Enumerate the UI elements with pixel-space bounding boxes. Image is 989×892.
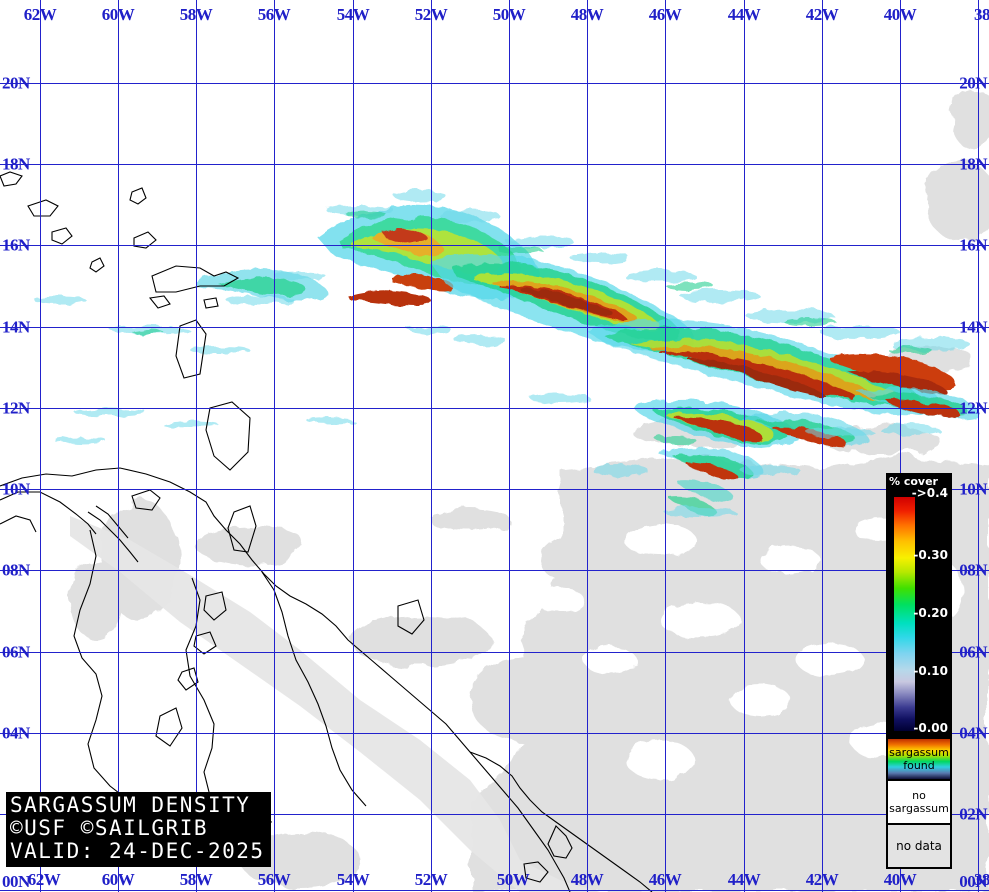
lon-label-bottom-7: 48W [570,870,604,889]
lat-label-right-5: 10N [959,479,987,499]
legend-swatch-sargassum-found-line1: sargassum [889,746,949,759]
lat-label-right-7: 06N [959,642,987,662]
corner-label-bottom-left: 00N [2,872,30,891]
lon-label-bottom-8: 46W [648,870,682,889]
legend-panel: % cover ->0.4 -0.30 -0.20 -0.10 -0.00 sa… [886,473,952,869]
lat-label-right-4: 12N [959,398,987,418]
lat-label-right-3: 14N [959,317,987,337]
lon-label-bottom-10: 42W [805,870,839,889]
lon-label-top-9: 44W [727,5,761,24]
lon-label-top-4: 54W [336,5,370,24]
lat-label-left-2: 16N [2,235,30,255]
corner-label-bottom-right: 00N [959,872,987,891]
lat-label-left-6: 08N [2,560,30,580]
lon-label-bottom-5: 52W [414,870,448,889]
legend-swatch-no-data: no data [888,823,950,867]
lon-label-top-2: 58W [179,5,213,24]
lat-label-left-4: 12N [2,398,30,418]
lon-label-bottom-11: 40W [883,870,917,889]
lon-label-top-6: 50W [492,5,526,24]
sargassum-density-field [34,190,979,517]
lon-label-top-1: 60W [101,5,135,24]
colorbar-title: % cover [889,475,938,488]
lon-label-top-8: 46W [648,5,682,24]
lon-label-bottom-1: 60W [101,870,135,889]
lat-label-left-0: 20N [2,73,30,93]
lon-label-top-7: 48W [570,5,604,24]
lon-label-bottom-12: 38 [974,870,989,889]
lon-label-top-5: 52W [414,5,448,24]
title-product: SARGASSUM DENSITY [10,793,251,817]
lat-label-left-7: 06N [2,642,30,662]
lat-label-right-1: 18N [959,154,987,174]
legend-swatch-no-data-label: no data [896,838,942,853]
title-valid: VALID: 24-DEC-2025 [10,839,265,863]
lon-label-bottom-4: 54W [336,870,370,889]
lat-label-left-1: 18N [2,154,30,174]
lat-label-left-3: 14N [2,317,30,337]
lon-label-top-0: 62W [23,5,57,24]
title-block: SARGASSUM DENSITY ©USF ©SAILGRIB VALID: … [6,792,271,867]
legend-swatch-sargassum-found-line2: found [903,759,935,772]
lon-label-bottom-0: 62W [27,870,61,889]
shelf-shading [70,516,600,892]
colorbar-tick-0.00: -0.00 [913,721,948,735]
legend-swatch-no-sargassum: no sargassum [888,779,950,823]
lat-label-right-0: 20N [959,73,987,93]
colorbar-over-label: ->0.4 [911,486,948,500]
legend-swatch-no-sargassum-line2: sargassum [889,802,949,815]
lat-label-right-9: 02N [959,804,987,824]
legend-swatch-sargassum-found: sargassum found [888,737,950,779]
colorbar-container: % cover ->0.4 -0.30 -0.20 -0.10 -0.00 [888,475,950,737]
lon-label-top-10: 42W [805,5,839,24]
lon-label-bottom-3: 56W [257,870,291,889]
lon-label-bottom-9: 44W [727,870,761,889]
lon-label-top-3: 56W [257,5,291,24]
lat-label-left-5: 10N [2,479,30,499]
lon-label-top-12: 38 [974,5,989,24]
lon-label-bottom-6: 50W [496,870,530,889]
colorbar-tick-0.30: -0.30 [913,548,948,562]
coastlines [0,171,653,892]
lat-label-right-2: 16N [959,235,987,255]
colorbar-tick-0.20: -0.20 [913,606,948,620]
legend-swatch-no-sargassum-line1: no [912,789,926,802]
lon-label-top-11: 40W [883,5,917,24]
lat-label-left-8: 04N [2,723,30,743]
colorbar-gradient [894,497,915,731]
colorbar-tick-0.10: -0.10 [913,664,948,678]
title-credits: ©USF ©SAILGRIB [10,816,209,840]
lat-label-right-6: 08N [959,560,987,580]
lon-label-bottom-2: 58W [179,870,213,889]
lat-label-right-8: 04N [959,723,987,743]
